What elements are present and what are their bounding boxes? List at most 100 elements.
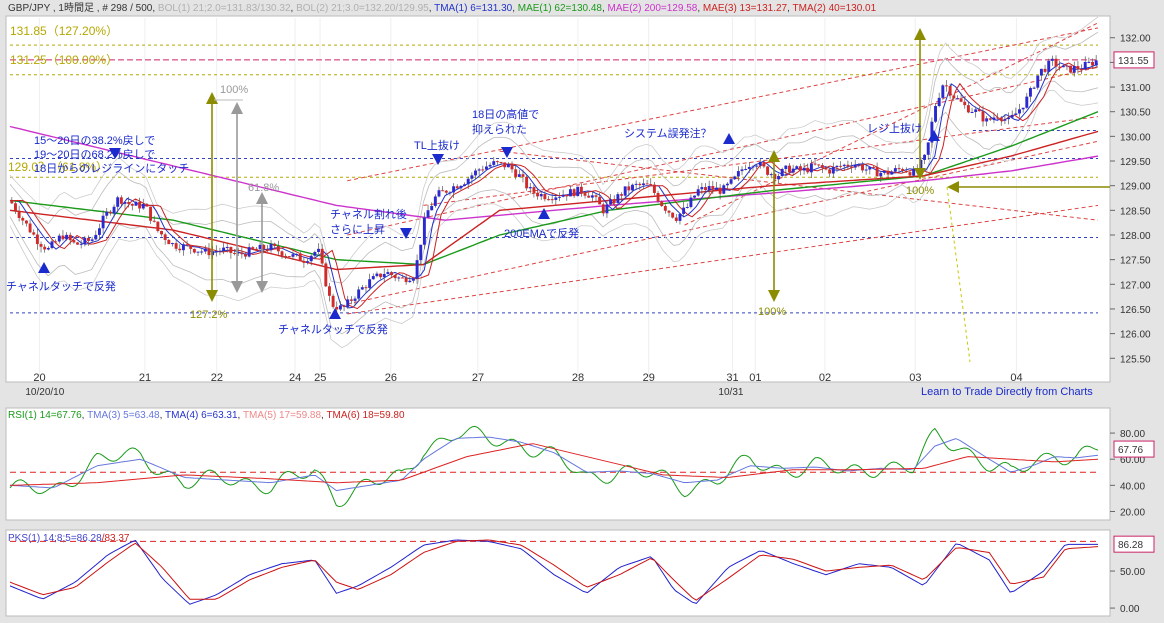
candle-body [733, 176, 737, 180]
candle-body [904, 170, 908, 173]
candle-body [693, 195, 697, 198]
candle-body [747, 166, 751, 169]
candle-body [510, 164, 514, 170]
candle-body [645, 183, 649, 185]
price-tick-label: 132.00 [1120, 34, 1151, 45]
candle-body [105, 211, 109, 216]
candle-body [258, 244, 262, 250]
bollinger-band-line [9, 90, 1099, 349]
pks-tick-label: 50.00 [1120, 567, 1145, 578]
candle-body [744, 168, 748, 170]
candle-body [638, 183, 642, 186]
candle-body [171, 243, 174, 245]
candle-body [1065, 65, 1069, 67]
candle-body [879, 172, 883, 177]
candle-body [244, 254, 247, 257]
candle-body [218, 250, 222, 252]
date-tick-label: 01 [749, 372, 761, 384]
learn-to-trade-link[interactable]: Learn to Trade Directly from Charts [921, 386, 1093, 398]
candle-body [338, 305, 342, 310]
candle-body [1018, 109, 1021, 114]
candle-body [974, 109, 978, 112]
candle-body [433, 196, 437, 206]
candle-body [54, 241, 58, 243]
candle-body [948, 86, 952, 96]
candle-body [1021, 107, 1025, 110]
candle-body [50, 241, 54, 248]
candle-body [853, 164, 857, 168]
range-arrow-head [231, 102, 243, 114]
candle-body [908, 172, 912, 176]
candle-body [788, 165, 791, 173]
candle-body [39, 244, 43, 247]
candle-body [101, 215, 105, 229]
candle-body [926, 142, 930, 155]
candle-body [839, 165, 843, 167]
candle-body [247, 247, 251, 257]
candle-body [484, 166, 488, 170]
candle-body [368, 279, 372, 288]
candle-body [302, 261, 306, 263]
header-line: GBP/JPY , 1時間足 , # 298 / 500, BOL(1) 21;… [8, 2, 877, 14]
annotation: 100% [906, 185, 934, 197]
annotation: TL上抜け [414, 138, 460, 152]
candle-body [382, 274, 386, 278]
candle-body [872, 167, 875, 169]
rsi-panel[interactable] [5, 407, 1111, 521]
candle-body [207, 248, 211, 256]
range-arrow-head [256, 192, 268, 204]
pks-panel[interactable] [5, 529, 1111, 617]
candle-body [134, 201, 138, 206]
fib-label: 131.25（100.00%） [10, 53, 118, 67]
candle-body [959, 98, 963, 102]
price-tick-label: 126.50 [1120, 305, 1151, 316]
rsi-series-line [9, 425, 1099, 508]
down-triangle-marker [400, 228, 412, 239]
annotation: さらに上昇 [330, 223, 385, 236]
candle-body [725, 183, 729, 186]
current-price-label: 131.55 [1118, 56, 1149, 67]
candle-body [240, 252, 244, 255]
candle-body [711, 186, 715, 190]
candle-body [1036, 75, 1040, 88]
candle-body [181, 244, 185, 251]
candle-body [481, 169, 485, 171]
candle-body [1076, 66, 1080, 70]
price-panel[interactable] [5, 15, 1111, 383]
candle-body [375, 273, 379, 277]
candle-body [631, 184, 634, 191]
pks-header-item: /83.37 [102, 533, 130, 544]
candle-body [174, 243, 178, 249]
candle-body [824, 167, 828, 170]
candle-body [1050, 58, 1054, 61]
candle-body [565, 194, 569, 197]
rsi-tick-label: 40.00 [1120, 481, 1145, 492]
candle-body [762, 161, 766, 167]
candle-body [598, 196, 602, 205]
candle-body [842, 164, 846, 167]
annotation: 15～20日の38.2%戻しで [34, 134, 155, 147]
candle-body [937, 97, 941, 107]
candle-body [229, 246, 233, 253]
candle-body [68, 234, 72, 241]
candle-body [886, 170, 890, 175]
candle-body [477, 169, 481, 171]
candle-body [492, 161, 496, 165]
candle-body [528, 187, 532, 189]
price-tick-label: 130.50 [1120, 108, 1151, 119]
rsi-current-box [1113, 440, 1155, 458]
candle-body [758, 161, 762, 166]
candle-body [386, 272, 390, 275]
candle-body [671, 212, 675, 218]
candle-body [1047, 60, 1051, 72]
candle-body [941, 85, 945, 98]
up-triangle-marker [38, 262, 50, 273]
candle-body [422, 217, 426, 245]
down-triangle-marker [501, 147, 513, 158]
range-arrow-head [914, 28, 926, 40]
price-tick-label: 128.50 [1120, 206, 1151, 217]
date-sub-label: 10/20/10 [25, 387, 64, 398]
candle-body [685, 207, 689, 209]
candle-body [203, 248, 207, 252]
bollinger-band-line [9, 31, 1099, 284]
